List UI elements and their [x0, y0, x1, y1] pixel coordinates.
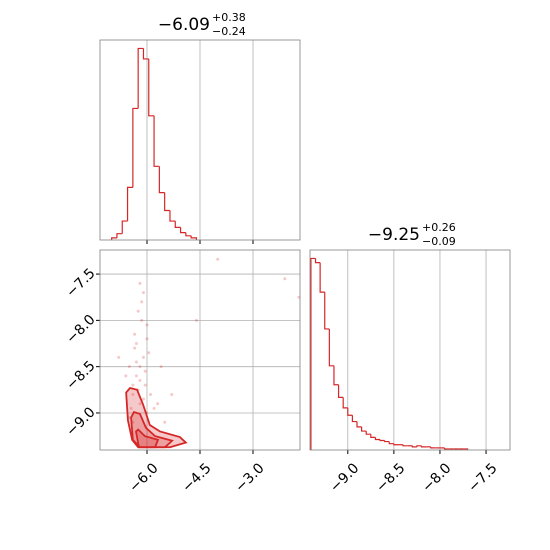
- contour: [135, 428, 160, 449]
- axes-frame: [99, 39, 301, 241]
- histogram-step: [443, 447, 450, 450]
- scatter-point: [133, 346, 137, 350]
- scatter-point: [152, 406, 156, 410]
- y-tick-label: −8.0: [63, 312, 98, 347]
- scatter-point: [149, 392, 153, 396]
- scatter-point: [138, 402, 142, 406]
- panel-title-upper: +0.26: [422, 221, 456, 234]
- histogram-step: [324, 292, 330, 330]
- panel-title: −9.25: [368, 225, 420, 245]
- scatter-point: [138, 365, 142, 369]
- histogram-step: [142, 48, 149, 60]
- axes-frame: [309, 249, 511, 451]
- histogram-step: [384, 440, 390, 443]
- panel-title-lower: −0.24: [212, 25, 246, 38]
- scatter-point: [283, 277, 287, 281]
- histogram-step: [179, 227, 186, 234]
- x-tick-label: −3.0: [232, 460, 267, 495]
- histogram-step: [356, 421, 362, 428]
- scatter-point: [133, 332, 137, 336]
- histogram-step: [169, 210, 176, 222]
- histogram-step: [137, 47, 144, 109]
- y-tick-label: −9.0: [63, 404, 98, 439]
- scatter-point: [170, 392, 174, 396]
- histogram-step: [351, 415, 358, 423]
- y-tick-label: −8.5: [63, 358, 98, 393]
- histogram-step: [333, 365, 339, 386]
- scatter-point: [131, 383, 135, 387]
- histogram-step: [402, 444, 408, 447]
- scatter-point: [124, 374, 128, 378]
- histogram-step: [347, 407, 353, 416]
- scatter-point: [140, 318, 144, 322]
- histogram-step: [420, 445, 427, 448]
- panel-title-upper: +0.38: [212, 11, 246, 24]
- scatter-point: [141, 355, 145, 359]
- histogram-step: [319, 262, 325, 293]
- scatter-point: [194, 318, 198, 322]
- scatter-point: [147, 351, 151, 355]
- histogram-step: [174, 221, 181, 228]
- scatter-point: [138, 379, 142, 383]
- x-tick-label: −9.0: [327, 460, 362, 495]
- scatter-point: [117, 355, 121, 359]
- scatter-point: [134, 374, 138, 378]
- scatter-point: [156, 402, 160, 406]
- panel-title: −6.09: [158, 15, 210, 35]
- histogram-step: [132, 107, 139, 188]
- scatter-point: [143, 369, 147, 373]
- histogram-step: [164, 192, 170, 212]
- histogram-step: [379, 439, 385, 442]
- histogram-step: [393, 443, 399, 446]
- scatter-point: [141, 291, 145, 295]
- scatter-point: [159, 365, 163, 369]
- x-tick-label: −8.0: [419, 460, 454, 495]
- panel-title-lower: −0.09: [422, 235, 456, 248]
- scatter-point: [134, 342, 138, 346]
- scatter-point: [145, 323, 149, 327]
- histogram-step: [121, 220, 128, 234]
- scatter-point: [163, 420, 167, 424]
- histogram-step: [416, 445, 422, 447]
- scatter-point: [136, 309, 140, 313]
- histogram-step: [337, 384, 344, 398]
- scatter-point: [134, 360, 138, 364]
- scatter-point: [145, 337, 149, 341]
- scatter-point: [138, 281, 142, 285]
- histogram-step: [342, 397, 348, 409]
- scatter-point: [129, 406, 133, 410]
- histogram-step: [314, 258, 321, 264]
- y-tick-label: −7.5: [63, 265, 98, 300]
- x-tick-label: −7.5: [465, 460, 500, 495]
- scatter-point: [127, 365, 131, 369]
- histogram-step: [116, 233, 123, 238]
- histogram-step: [361, 426, 367, 432]
- histogram-step: [148, 58, 155, 117]
- scatter-point: [143, 383, 147, 387]
- histogram-step: [185, 232, 192, 237]
- histogram-step: [374, 437, 381, 441]
- histogram-step: [111, 237, 117, 240]
- histogram-step: [190, 235, 198, 240]
- x-tick-label: −6.0: [126, 460, 161, 495]
- histogram-step: [158, 166, 165, 194]
- x-tick-label: −8.5: [373, 460, 408, 495]
- histogram-step: [370, 434, 376, 438]
- histogram-step: [126, 186, 133, 222]
- histogram-step: [328, 328, 334, 367]
- contour: [130, 410, 174, 449]
- scatter-point: [216, 257, 220, 261]
- scatter-point: [140, 300, 144, 304]
- axes-frame: [99, 249, 301, 451]
- histogram-step: [411, 445, 417, 448]
- histogram-step: [365, 431, 371, 435]
- scatter-point: [131, 392, 135, 396]
- histogram-step: [388, 441, 394, 445]
- x-tick-label: −4.5: [179, 460, 214, 495]
- histogram-step: [153, 115, 160, 167]
- histogram-step: [430, 446, 436, 449]
- histogram-step: [310, 257, 316, 450]
- scatter-point: [141, 397, 145, 401]
